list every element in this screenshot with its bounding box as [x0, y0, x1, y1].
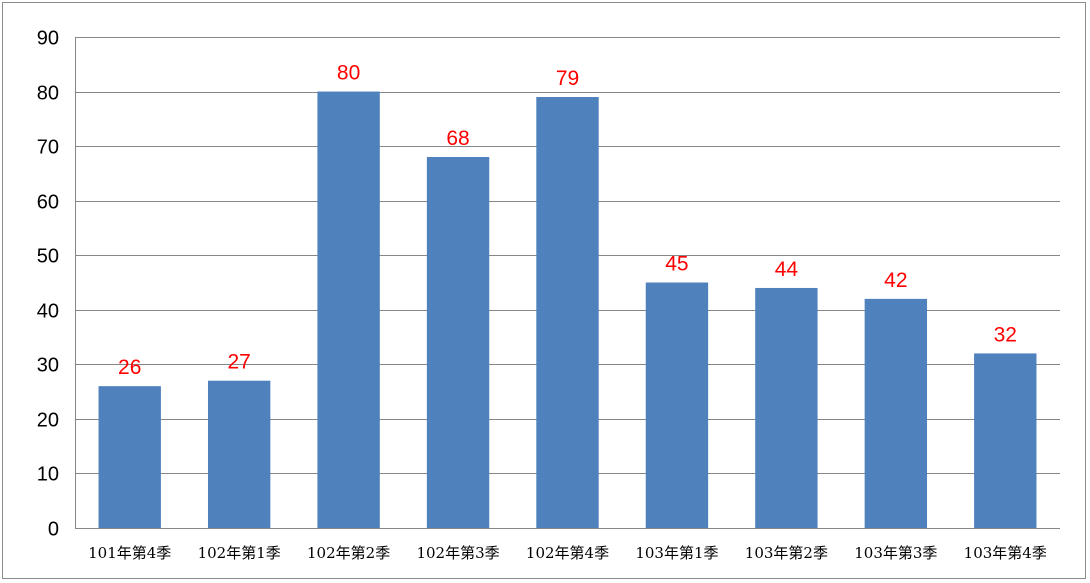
data-label: 68 [446, 127, 469, 150]
x-axis-ticks: 101年第4季 102年第1季 102年第2季 102年第3季 102年第4季 103年第… [88, 544, 1047, 562]
y-tick-label: 50 [37, 246, 59, 268]
bar [207, 380, 271, 528]
x-tick-label: 102年第1季 [198, 544, 281, 562]
bar [755, 287, 818, 528]
bars [98, 91, 1037, 529]
x-tick-label: 103年第4季 [964, 544, 1047, 562]
bar [974, 353, 1037, 528]
bar [317, 91, 380, 529]
y-tick-label: 60 [37, 192, 59, 214]
x-tick-label: 102年第3季 [416, 544, 499, 562]
data-label: 80 [337, 62, 360, 85]
bar [426, 157, 490, 528]
data-label: 32 [994, 323, 1017, 346]
data-label: 45 [665, 253, 688, 276]
x-tick-label: 101年第4季 [88, 544, 171, 562]
x-tick-label: 102年第4季 [526, 544, 609, 562]
bar [536, 97, 599, 528]
data-label: 26 [118, 356, 141, 379]
y-tick-label: 80 [37, 83, 59, 105]
x-tick-label: 103年第3季 [854, 544, 937, 562]
x-tick-label: 103年第1季 [635, 544, 718, 562]
y-tick-label: 30 [37, 355, 59, 377]
y-tick-label: 40 [37, 301, 59, 323]
y-tick-label: 70 [37, 137, 59, 159]
data-label: 27 [227, 351, 250, 374]
y-axis-ticks: 0 10 20 30 40 50 60 70 80 90 [37, 28, 59, 541]
x-tick-label: 102年第2季 [307, 544, 390, 562]
x-tick-label: 103年第2季 [745, 544, 828, 562]
bar [645, 282, 709, 528]
y-tick-label: 20 [37, 410, 59, 432]
data-labels: 26 27 80 68 79 45 44 42 32 [118, 62, 1017, 380]
bar [98, 386, 161, 528]
data-label: 79 [556, 67, 579, 90]
y-tick-label: 10 [37, 464, 59, 486]
bar [864, 298, 928, 528]
y-tick-label: 90 [37, 28, 59, 50]
data-label: 42 [884, 269, 907, 292]
y-tick-label: 0 [48, 519, 59, 541]
data-label: 44 [775, 258, 799, 281]
